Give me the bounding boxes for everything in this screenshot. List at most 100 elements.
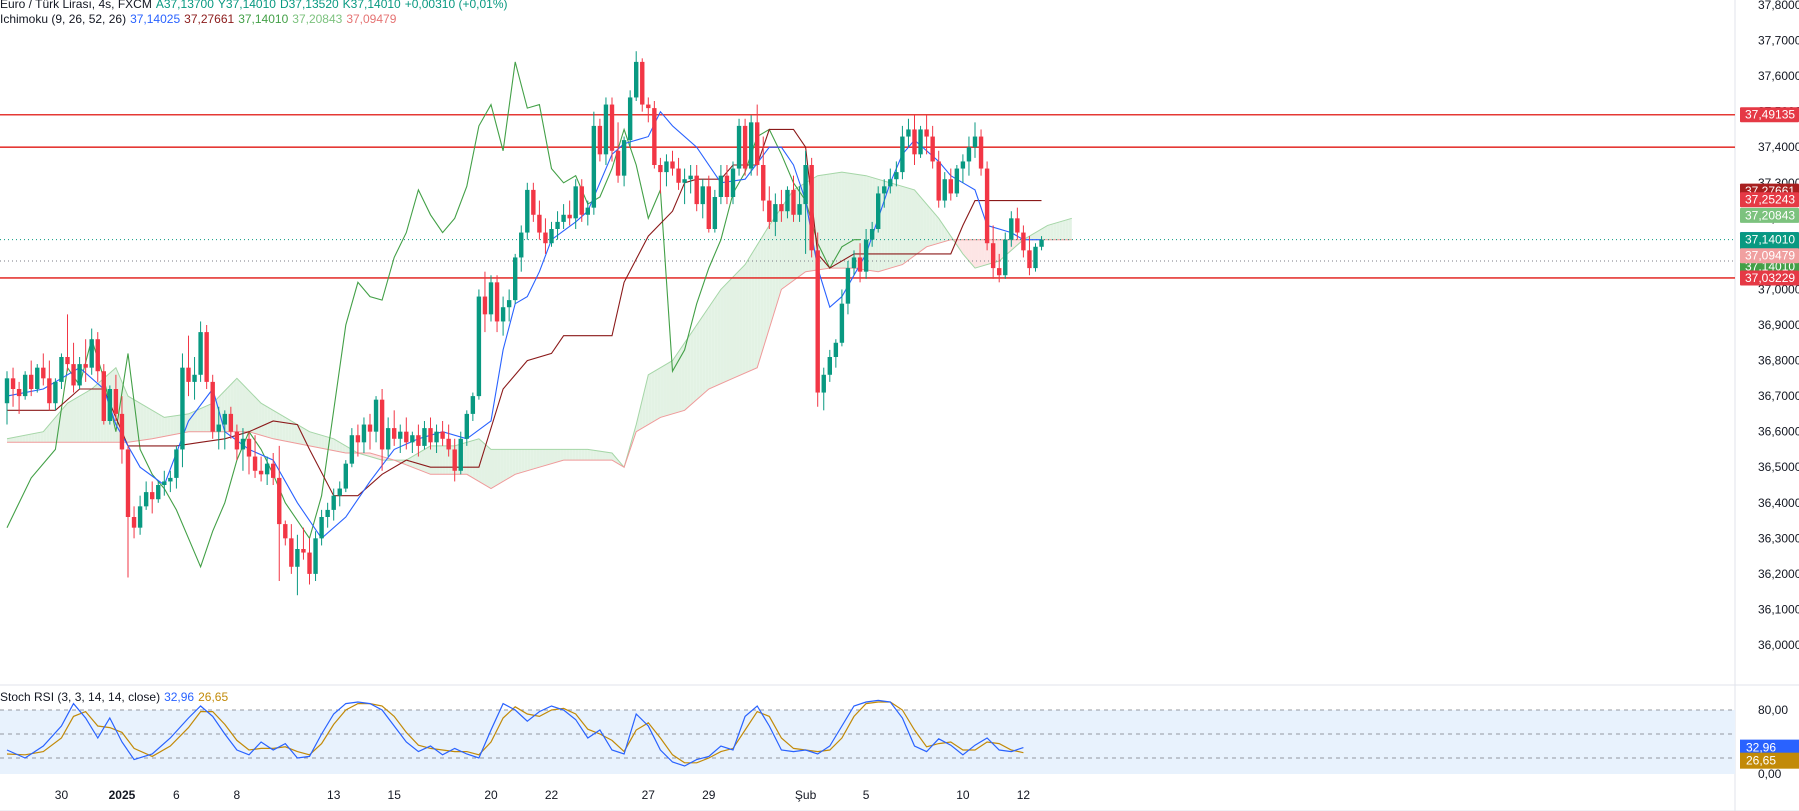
price-axis-tag-bg bbox=[1740, 248, 1799, 264]
candle-body bbox=[736, 125, 742, 169]
candle-body bbox=[319, 517, 324, 539]
cloud-segment bbox=[956, 239, 960, 250]
cloud-segment bbox=[981, 239, 985, 267]
cloud-segment bbox=[760, 235, 764, 358]
cloud-segment bbox=[975, 239, 979, 269]
candle-body bbox=[978, 136, 984, 169]
cloud-segment bbox=[965, 239, 969, 261]
candle-body bbox=[240, 438, 246, 450]
cloud-segment bbox=[920, 197, 924, 252]
ichimoku-legend[interactable]: Ichimoku (9, 26, 52, 26) 37,14025 37,276… bbox=[0, 12, 396, 26]
stoch-rsi-band bbox=[0, 710, 1735, 774]
cloud-segment bbox=[312, 432, 316, 448]
candles bbox=[4, 51, 1044, 596]
candle-body bbox=[482, 296, 488, 315]
cloud-segment bbox=[194, 409, 198, 432]
price-tick-label: 37,00000 bbox=[1758, 282, 1799, 296]
price-axis-tag: 37,09479 bbox=[1740, 248, 1799, 264]
cloud-segment bbox=[708, 302, 712, 389]
time-tick-label: Şub bbox=[795, 788, 817, 802]
candle-body bbox=[16, 389, 22, 397]
cloud-segment bbox=[905, 187, 909, 263]
candle-body bbox=[494, 282, 500, 322]
price-tick-label: 37,60000 bbox=[1758, 69, 1799, 83]
candle-body bbox=[519, 232, 524, 258]
price-axis-tag-text: 37,49135 bbox=[1745, 108, 1795, 122]
change-value: +0,00310 (+0,01%) bbox=[404, 0, 508, 11]
cloud-segment bbox=[533, 449, 537, 469]
cloud-segment bbox=[291, 421, 295, 443]
stoch-rsi-label: Stoch RSI (3, 3, 14, 14, close) bbox=[0, 690, 161, 704]
cloud-segment bbox=[7, 438, 11, 443]
candle-body bbox=[367, 424, 373, 432]
cloud-segment bbox=[999, 239, 1003, 261]
candle-body bbox=[180, 367, 185, 450]
cloud-segment bbox=[167, 416, 171, 436]
cloud-segment bbox=[339, 442, 343, 453]
candle-body bbox=[954, 168, 960, 194]
candle-body bbox=[646, 104, 651, 109]
candle-body bbox=[113, 389, 119, 414]
candle-body bbox=[936, 161, 941, 201]
price-axis-tag-bg bbox=[1740, 270, 1799, 286]
cloud-segment bbox=[590, 449, 594, 461]
candle-body bbox=[222, 413, 227, 425]
stoch-rsi-d-value: 26,65 bbox=[198, 690, 229, 704]
candle-body bbox=[1015, 218, 1020, 233]
candle-body bbox=[506, 300, 512, 308]
stoch-rsi-axis-tag-text: 32,96 bbox=[1746, 741, 1776, 755]
stoch-rsi-axis-tag-bg bbox=[1740, 739, 1799, 756]
cloud-segment bbox=[249, 390, 253, 433]
cloud-segment bbox=[612, 453, 616, 462]
cloud-segment bbox=[64, 403, 68, 443]
candle-body bbox=[301, 549, 306, 553]
cloud-segment bbox=[140, 403, 144, 441]
price-axis-tag-bg bbox=[1740, 107, 1799, 123]
ichimoku-span-b-line bbox=[7, 239, 1072, 490]
cloud-segment bbox=[19, 435, 23, 443]
candle-body bbox=[664, 161, 669, 173]
cloud-segment bbox=[309, 431, 313, 447]
cloud-segment bbox=[599, 451, 603, 461]
cloud-segment bbox=[294, 422, 298, 444]
candle-body bbox=[204, 332, 209, 382]
cloud-segment bbox=[602, 451, 606, 461]
cloud-segment bbox=[242, 384, 246, 432]
cloud-segment bbox=[563, 449, 567, 461]
price-axis-tag: 37,03229 bbox=[1740, 270, 1799, 286]
cloud-segment bbox=[784, 198, 788, 288]
time-tick-label: 10 bbox=[956, 788, 970, 802]
cloud-segment bbox=[926, 204, 930, 247]
stoch-rsi-legend[interactable]: Stoch RSI (3, 3, 14, 14, close) 32,96 26… bbox=[0, 690, 228, 704]
candle-body bbox=[131, 517, 137, 528]
candle-body bbox=[295, 549, 300, 567]
candle-body bbox=[174, 449, 179, 478]
candle-body bbox=[676, 168, 681, 183]
ichimoku-label: Ichimoku (9, 26, 52, 26) bbox=[0, 12, 127, 26]
cloud-segment bbox=[772, 216, 776, 319]
candle-body bbox=[845, 268, 851, 304]
time-tick-label: 15 bbox=[388, 788, 402, 802]
candle-body bbox=[742, 125, 748, 169]
cloud-segment bbox=[657, 367, 661, 420]
candle-body bbox=[277, 477, 282, 525]
candle-body bbox=[476, 296, 482, 397]
candle-body bbox=[355, 435, 361, 443]
cloud-segment bbox=[324, 436, 328, 450]
time-tick-label: 20 bbox=[484, 788, 498, 802]
candle-body bbox=[307, 552, 312, 574]
cloud-segment bbox=[660, 365, 664, 418]
cloud-segment bbox=[94, 383, 98, 443]
candle-body bbox=[59, 357, 64, 382]
cloud-segment bbox=[645, 374, 649, 427]
price-axis-tag: 37,49135 bbox=[1740, 107, 1799, 123]
cloud-segment bbox=[890, 182, 894, 269]
cloud-segment bbox=[509, 449, 513, 478]
cloud-segment bbox=[648, 373, 652, 425]
cloud-segment bbox=[430, 445, 434, 475]
cloud-segment bbox=[276, 412, 280, 440]
candle-body bbox=[670, 161, 675, 169]
candle-body bbox=[621, 140, 627, 176]
candle-body bbox=[252, 456, 258, 471]
